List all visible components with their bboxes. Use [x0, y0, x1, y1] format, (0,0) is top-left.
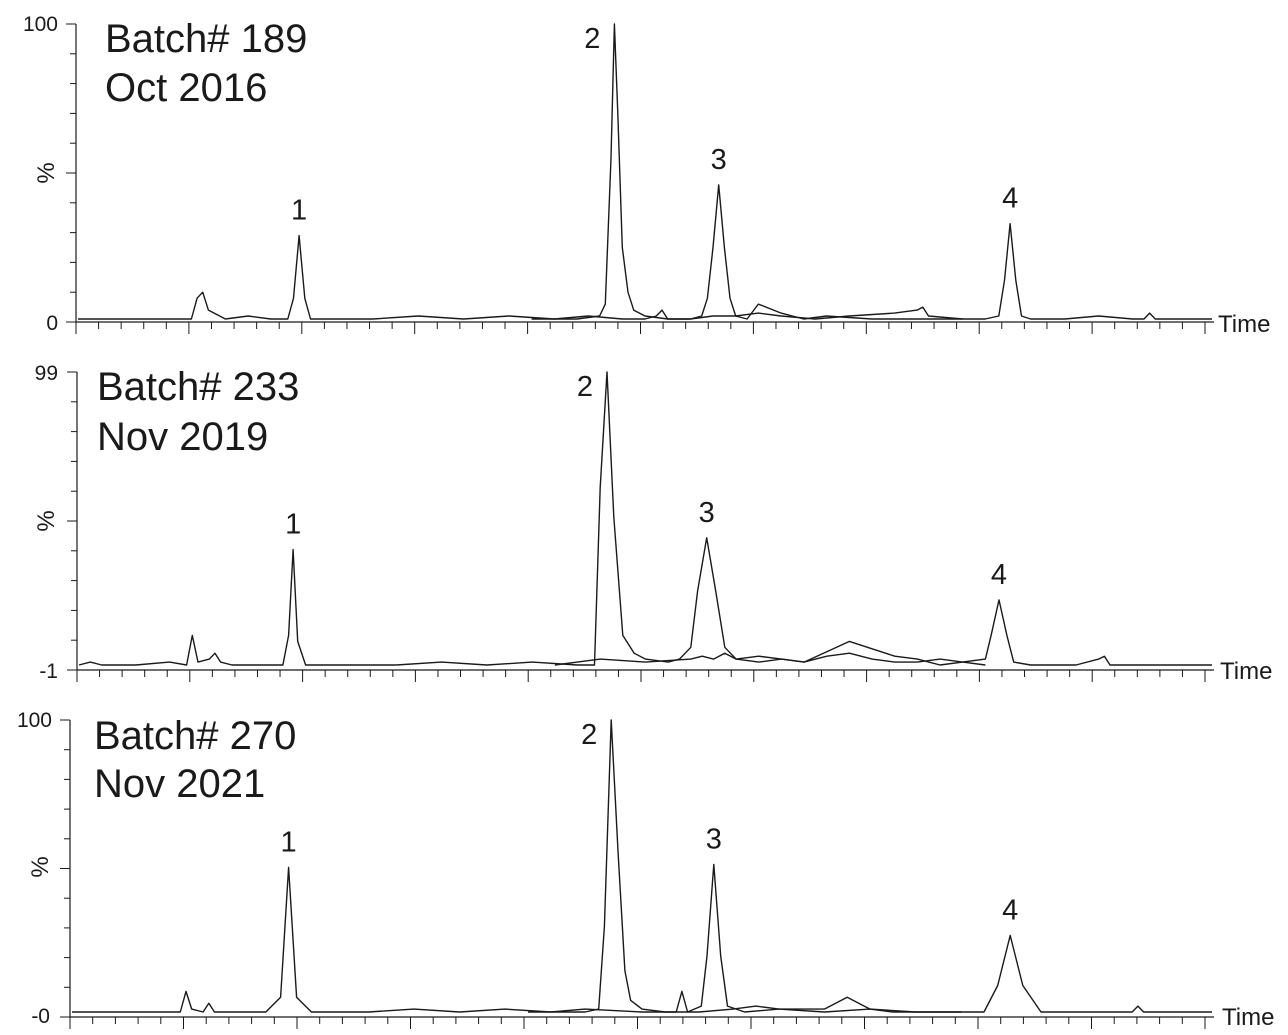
- x-axis-label: Time: [1222, 1004, 1274, 1030]
- peak-label-2: 2: [584, 23, 600, 55]
- panel-title-line-2: Oct 2016: [105, 66, 267, 110]
- peak-label-2: 2: [577, 371, 593, 403]
- y-tick-label-top: 99: [35, 362, 58, 385]
- trace-line-2: [531, 23, 963, 320]
- peak-label-4: 4: [991, 559, 1007, 591]
- y-tick-label-top: 100: [17, 709, 52, 732]
- panel-title-line-1: Batch# 189: [105, 17, 307, 61]
- peak-label-3: 3: [699, 497, 715, 529]
- peak-label-1: 1: [281, 827, 297, 859]
- peak-label-1: 1: [285, 509, 301, 541]
- y-tick-label-bottom: -0: [31, 1005, 50, 1028]
- trace-line-2: [396, 371, 986, 666]
- x-axis-label: Time: [1218, 311, 1270, 338]
- panel-title-line-1: Batch# 270: [94, 714, 296, 758]
- trace-line-1: [78, 223, 1212, 320]
- y-tick-label-bottom: -1: [39, 660, 58, 683]
- peak-label-3: 3: [706, 824, 722, 856]
- y-axis-label: %: [33, 162, 60, 183]
- peak-label-1: 1: [291, 195, 307, 227]
- peak-label-3: 3: [711, 144, 727, 176]
- panel-title-line-2: Nov 2019: [97, 415, 268, 459]
- peak-label-4: 4: [1002, 183, 1018, 215]
- trace-line-2: [528, 719, 962, 1013]
- panel-title-line-2: Nov 2021: [94, 762, 265, 806]
- peak-label-4: 4: [1002, 894, 1018, 926]
- trace-line-1: [78, 548, 397, 666]
- y-axis-label: %: [33, 510, 60, 531]
- x-axis-label: Time: [1220, 658, 1272, 685]
- chromatogram-panel-batch-270: Batch# 270 Nov 2021 100 % -0 Time 1 2 3 4: [17, 709, 1275, 1031]
- peak-label-2: 2: [581, 719, 597, 751]
- chromatogram-panel-batch-189: Batch# 189 Oct 2016 100 % 0 Time 1 2 3 4: [23, 13, 1271, 338]
- chromatogram-panel-batch-233: Batch# 233 Nov 2019 99 % -1 Time 1 2 3 4: [33, 362, 1272, 685]
- panel-title-line-1: Batch# 233: [97, 365, 299, 409]
- y-axis-label: %: [27, 856, 54, 877]
- trace-line-1: [72, 866, 1212, 1013]
- y-tick-label-bottom: 0: [46, 312, 58, 335]
- y-tick-label-top: 100: [23, 13, 58, 36]
- trace-line-3: [554, 599, 1212, 666]
